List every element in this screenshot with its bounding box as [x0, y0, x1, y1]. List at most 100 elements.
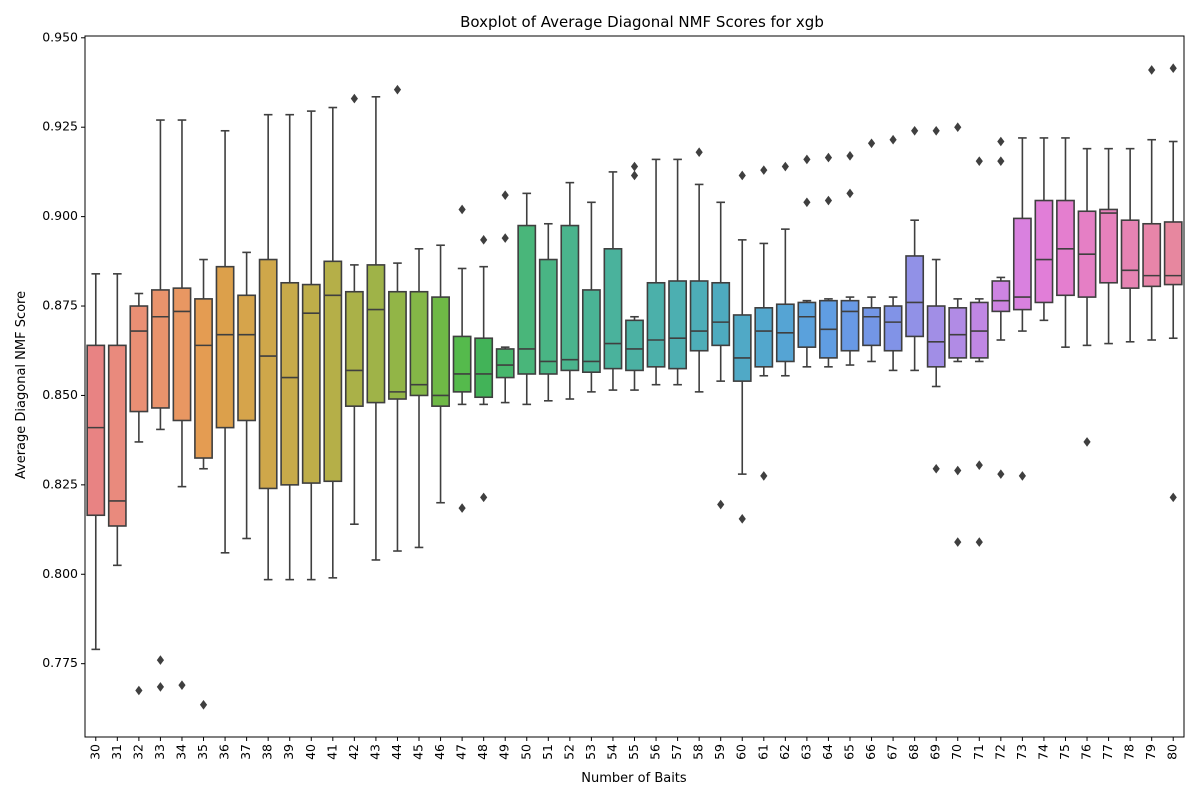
- x-tick-label: 65: [841, 744, 856, 760]
- flier-point: [997, 136, 1005, 147]
- flier-point: [393, 84, 402, 95]
- flier-point: [932, 125, 940, 136]
- x-tick-label: 51: [540, 744, 555, 760]
- x-tick-label: 56: [648, 744, 663, 760]
- flier-point: [458, 503, 466, 513]
- flier-point: [1169, 492, 1177, 503]
- flier-point: [975, 537, 983, 547]
- flier-point: [135, 685, 143, 696]
- chart-title: Boxplot of Average Diagonal NMF Scores f…: [460, 13, 824, 31]
- flier-point: [975, 460, 983, 470]
- flier-point: [824, 152, 833, 163]
- flier-point: [954, 465, 962, 476]
- box-45: [409, 290, 429, 397]
- flier-point: [199, 700, 208, 710]
- flier-point: [480, 235, 488, 245]
- box-46: [431, 296, 450, 407]
- box-57: [668, 280, 688, 370]
- x-tick-label: 41: [324, 744, 339, 760]
- x-tick-label: 60: [734, 744, 749, 760]
- box-61: [754, 307, 774, 368]
- box-66: [862, 307, 881, 347]
- box-32: [129, 305, 149, 413]
- x-tick-label: 78: [1122, 744, 1137, 760]
- y-tick-label: 0.950: [42, 29, 78, 44]
- box-67: [883, 305, 903, 352]
- flier-point: [846, 188, 854, 199]
- x-tick-label: 75: [1057, 744, 1072, 760]
- y-tick-label: 0.900: [42, 208, 78, 223]
- flier-point: [695, 147, 703, 158]
- y-tick-label: 0.925: [42, 119, 78, 134]
- flier-point: [1083, 437, 1091, 447]
- box-43: [366, 264, 386, 404]
- x-tick-label: 33: [152, 744, 167, 760]
- box-44: [388, 290, 407, 400]
- flier-point: [997, 469, 1005, 479]
- flier-point: [867, 138, 876, 149]
- box-70: [948, 307, 968, 359]
- flier-point: [911, 125, 919, 136]
- x-tick-label: 53: [583, 744, 598, 760]
- box-63: [797, 301, 817, 348]
- x-tick-label: 59: [712, 744, 727, 760]
- x-tick-label: 35: [195, 744, 210, 760]
- plot-area: 30 31 32 33 34 35 36 37 38 39 40 41 42 43 44 45 46 47 48 49…: [42, 29, 1185, 760]
- flier-point: [803, 154, 811, 165]
- flier-point: [846, 151, 854, 161]
- box-33: [151, 289, 170, 409]
- box-75: [1056, 199, 1075, 297]
- x-tick-label: 77: [1100, 744, 1115, 760]
- x-axis-label: Number of Baits: [581, 771, 687, 786]
- box-52: [560, 224, 580, 372]
- flier-point: [975, 156, 983, 166]
- box-38: [258, 258, 278, 490]
- x-tick-label: 47: [454, 744, 469, 760]
- box-37: [237, 294, 257, 422]
- x-tick-label: 69: [928, 744, 943, 760]
- box-73: [1012, 217, 1032, 311]
- x-tick-label: 58: [691, 744, 706, 760]
- x-tick-label: 62: [777, 744, 792, 760]
- box-74: [1034, 199, 1054, 304]
- x-tick-label: 66: [863, 744, 878, 760]
- box-55: [625, 319, 644, 372]
- x-tick-label: 63: [798, 744, 813, 760]
- y-axis-label: Average Diagonal NMF Score: [14, 291, 29, 479]
- x-tick-label: 55: [626, 744, 641, 760]
- x-tick-label: 74: [1035, 744, 1050, 760]
- flier-point: [1148, 65, 1156, 75]
- box-56: [646, 281, 666, 368]
- flier-point: [932, 463, 940, 474]
- box-31: [107, 344, 127, 527]
- x-tick-label: 45: [411, 744, 426, 760]
- flier-point: [738, 170, 746, 181]
- flier-point: [178, 680, 186, 690]
- x-tick-label: 39: [281, 744, 296, 760]
- box-41: [323, 260, 343, 483]
- x-tick-label: 32: [130, 744, 145, 760]
- x-tick-label: 36: [217, 744, 232, 760]
- flier-point: [803, 197, 811, 208]
- flier-point: [501, 233, 509, 243]
- x-tick-label: 72: [992, 744, 1007, 760]
- flier-point: [1018, 471, 1026, 481]
- flier-point: [954, 122, 962, 133]
- x-tick-label: 31: [109, 744, 124, 760]
- box-35: [194, 298, 213, 459]
- flier-point: [997, 156, 1005, 166]
- y-tick-label: 0.775: [42, 655, 78, 670]
- x-tick-label: 73: [1014, 744, 1029, 760]
- flier-point: [458, 204, 466, 215]
- box-50: [517, 224, 537, 375]
- plot-frame: [84, 35, 1185, 738]
- flier-point: [1169, 63, 1177, 73]
- x-tick-label: 52: [561, 744, 576, 760]
- x-tick-label: 38: [260, 744, 275, 760]
- x-tick-label: 37: [238, 744, 253, 760]
- box-65: [840, 299, 860, 352]
- box-47: [452, 335, 472, 393]
- x-tick-label: 40: [303, 744, 318, 760]
- flier-point: [760, 471, 768, 481]
